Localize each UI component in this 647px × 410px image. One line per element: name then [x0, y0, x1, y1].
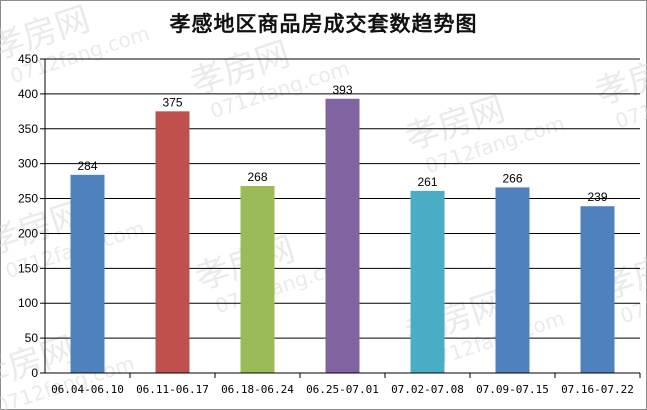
y-tick-label: 300	[18, 157, 38, 171]
bar	[325, 98, 360, 374]
x-tick-label: 06.25-07.01	[306, 383, 379, 396]
y-tick-label: 400	[18, 87, 38, 101]
data-label: 239	[587, 190, 607, 204]
x-tick-label: 07.02-07.08	[391, 383, 464, 396]
y-tick-label: 50	[25, 331, 39, 345]
bar	[240, 185, 275, 373]
data-label: 261	[417, 175, 437, 189]
data-label: 268	[247, 170, 267, 184]
y-tick-label: 350	[18, 122, 38, 136]
x-tick-label: 06.11-06.17	[136, 383, 209, 396]
bar	[155, 111, 190, 373]
y-tick-label: 450	[18, 52, 38, 66]
x-tick-label: 06.04-06.10	[51, 383, 124, 396]
x-tick-label: 06.18-06.24	[221, 383, 294, 396]
data-label: 284	[77, 159, 97, 173]
x-tick-label: 07.09-07.15	[476, 383, 549, 396]
data-label: 375	[162, 95, 182, 109]
data-label: 393	[332, 83, 352, 97]
y-tick-label: 0	[31, 366, 38, 380]
bar	[410, 190, 445, 373]
bars	[70, 98, 615, 374]
x-tick-label: 07.16-07.22	[561, 383, 634, 396]
bar	[70, 174, 105, 373]
data-label: 266	[502, 171, 522, 185]
bar	[495, 187, 530, 373]
chart-title: 孝感地区商品房成交套数趋势图	[169, 12, 478, 36]
y-tick-label: 150	[18, 261, 38, 275]
data-labels: 284 375 268 393 261 266 239	[77, 83, 607, 204]
y-tick-label: 250	[18, 192, 38, 206]
y-tick-label: 200	[18, 226, 38, 240]
x-tick-labels: 06.04-06.10 06.11-06.17 06.18-06.24 06.25-0…	[51, 383, 634, 396]
bar	[580, 206, 615, 373]
y-tick-label: 100	[18, 296, 38, 310]
y-tick-labels: 0 50 100 150 200 250 300 350 400 450	[18, 52, 38, 380]
axes	[40, 58, 641, 378]
